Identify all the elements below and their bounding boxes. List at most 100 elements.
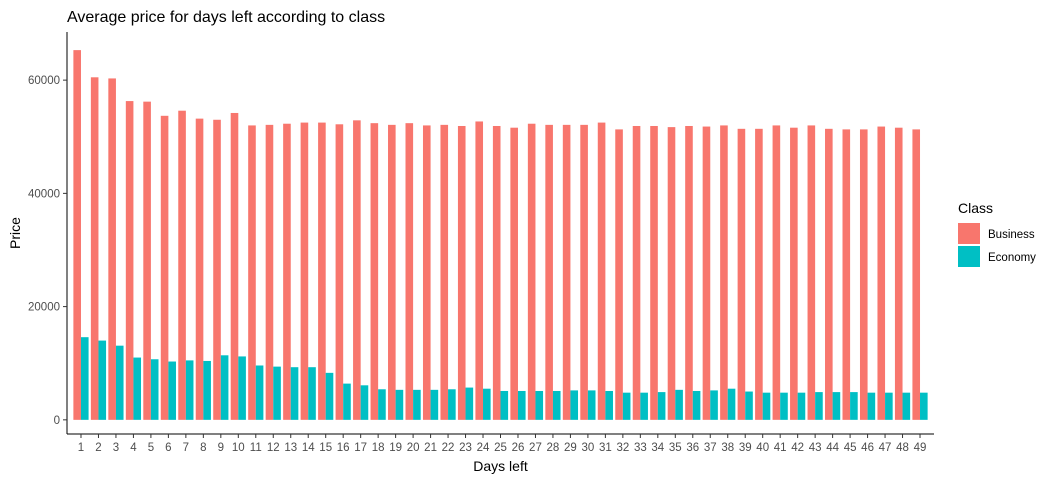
x-tick-label: 8: [200, 442, 206, 454]
bar-business-26: [510, 127, 518, 420]
bar-business-47: [877, 126, 886, 420]
x-tick-label: 36: [686, 442, 699, 454]
bar-economy-36: [692, 390, 701, 420]
bar-economy-5: [150, 359, 159, 420]
x-tick-label: 10: [232, 442, 245, 454]
bar-business-23: [457, 125, 466, 420]
bar-business-25: [492, 125, 501, 420]
y-tick-label: 0: [54, 415, 60, 427]
x-tick-label: 3: [113, 442, 119, 454]
x-tick-label: 7: [183, 442, 189, 454]
bar-economy-14: [308, 367, 316, 420]
bar-economy-38: [727, 388, 736, 420]
bar-business-9: [213, 119, 221, 420]
legend-label-business: Business: [988, 229, 1035, 241]
bar-business-11: [248, 125, 256, 420]
bar-economy-46: [867, 392, 876, 420]
bar-economy-28: [552, 390, 561, 420]
x-tick-label: 40: [756, 442, 769, 454]
bar-economy-2: [98, 340, 107, 420]
bar-economy-22: [448, 389, 456, 420]
x-tick-label: 24: [477, 442, 490, 454]
x-tick-label: 2: [95, 442, 101, 454]
x-tick-label: 12: [267, 442, 280, 454]
bar-economy-34: [657, 392, 666, 420]
bar-business-39: [737, 128, 746, 420]
bar-business-43: [807, 125, 816, 420]
x-tick-label: 39: [739, 442, 752, 454]
bar-economy-47: [885, 392, 893, 420]
x-tick-label: 45: [844, 442, 857, 454]
bar-economy-8: [203, 360, 211, 420]
bar-business-48: [894, 127, 903, 420]
x-tick-label: 31: [599, 442, 612, 454]
x-tick-label: 1: [78, 442, 84, 454]
bar-business-14: [300, 122, 309, 420]
bar-business-41: [772, 125, 781, 420]
x-tick-label: 20: [407, 442, 420, 454]
legend-title: Class: [958, 200, 993, 216]
bar-economy-15: [325, 372, 334, 420]
bar-business-16: [335, 124, 344, 420]
x-tick-label: 49: [914, 442, 927, 454]
bar-business-5: [143, 101, 151, 420]
x-tick-label: 23: [459, 442, 472, 454]
x-tick-label: 32: [616, 442, 629, 454]
bar-business-24: [475, 121, 484, 420]
bar-economy-39: [745, 391, 753, 420]
bar-economy-41: [780, 392, 788, 420]
x-tick-label: 43: [809, 442, 822, 454]
bar-business-45: [842, 129, 851, 420]
bar-business-37: [702, 126, 711, 420]
bar-economy-49: [920, 392, 928, 420]
bar-economy-1: [80, 337, 89, 420]
x-tick-label: 34: [651, 442, 664, 454]
bar-economy-9: [220, 355, 229, 420]
bar-economy-10: [238, 356, 246, 420]
bar-business-42: [790, 127, 798, 420]
bar-business-21: [422, 125, 431, 420]
bar-business-2: [90, 77, 99, 420]
bar-economy-6: [168, 361, 176, 420]
bar-business-18: [370, 123, 379, 420]
legend: Class Business Economy: [958, 200, 1036, 267]
bar-business-22: [440, 124, 449, 420]
bar-business-29: [562, 124, 571, 420]
bar-economy-7: [185, 360, 194, 420]
bar-business-46: [859, 129, 868, 420]
y-ticks: 0 20000 40000 60000: [28, 75, 67, 427]
x-tick-label: 37: [704, 442, 717, 454]
bar-business-44: [825, 128, 833, 420]
bar-business-31: [597, 122, 606, 420]
bar-economy-32: [622, 392, 631, 420]
bar-business-13: [283, 123, 291, 420]
bar-economy-37: [710, 390, 718, 420]
x-tick-label: 15: [319, 442, 332, 454]
bar-economy-25: [500, 390, 509, 420]
x-tick-label: 46: [861, 442, 874, 454]
bar-business-17: [353, 120, 361, 420]
bar-economy-40: [762, 392, 771, 420]
bar-business-33: [632, 125, 641, 420]
x-tick-label: 48: [896, 442, 909, 454]
bar-business-7: [178, 110, 186, 420]
bar-business-49: [912, 129, 921, 420]
y-axis-title: Price: [7, 217, 23, 249]
bar-economy-35: [675, 389, 683, 420]
x-tick-label: 6: [165, 442, 171, 454]
x-tick-label: 38: [721, 442, 734, 454]
bar-business-28: [545, 124, 553, 420]
bar-economy-45: [850, 392, 858, 420]
bar-business-36: [685, 125, 693, 420]
bar-business-10: [230, 112, 239, 420]
bar-economy-16: [343, 383, 351, 420]
bar-economy-29: [570, 390, 579, 420]
x-tick-label: 42: [791, 442, 804, 454]
bar-economy-3: [115, 345, 124, 420]
bar-business-20: [405, 123, 414, 420]
bar-business-35: [667, 127, 676, 420]
x-tick-label: 14: [302, 442, 315, 454]
x-tick-label: 4: [130, 442, 137, 454]
y-tick-label: 60000: [28, 75, 60, 87]
